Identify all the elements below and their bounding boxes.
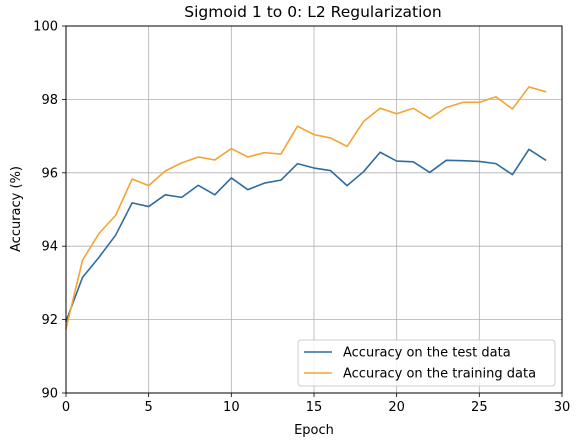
x-tick-label: 5 (145, 400, 153, 415)
y-tick-label: 96 (41, 166, 58, 181)
x-axis-label: Epoch (294, 423, 334, 438)
chart-title: Sigmoid 1 to 0: L2 Regularization (184, 3, 441, 21)
y-tick-label: 94 (41, 240, 58, 255)
series-group (64, 86, 547, 330)
y-axis: 90 92 94 96 98 100 (33, 20, 66, 402)
x-tick-label: 15 (306, 400, 323, 415)
y-tick-label: 92 (41, 313, 58, 328)
y-tick-label: 90 (41, 387, 58, 402)
legend-label: Accuracy on the test data (343, 346, 511, 361)
legend: Accuracy on the test data Accuracy on the… (297, 339, 556, 387)
x-tick-label: 25 (471, 400, 488, 415)
series-line-training-accuracy (65, 86, 547, 330)
y-axis-label: Accuracy (%) (9, 166, 24, 252)
x-tick-label: 0 (62, 400, 70, 415)
legend-box (297, 339, 556, 387)
y-tick-label: 98 (41, 93, 58, 108)
legend-label: Accuracy on the training data (343, 367, 536, 382)
series-line-test-accuracy (64, 148, 547, 323)
y-tick-label: 100 (33, 20, 58, 35)
x-axis: 0 5 10 15 20 25 30 (62, 393, 570, 415)
x-tick-label: 10 (223, 400, 240, 415)
x-tick-label: 30 (554, 400, 571, 415)
x-tick-label: 20 (388, 400, 405, 415)
